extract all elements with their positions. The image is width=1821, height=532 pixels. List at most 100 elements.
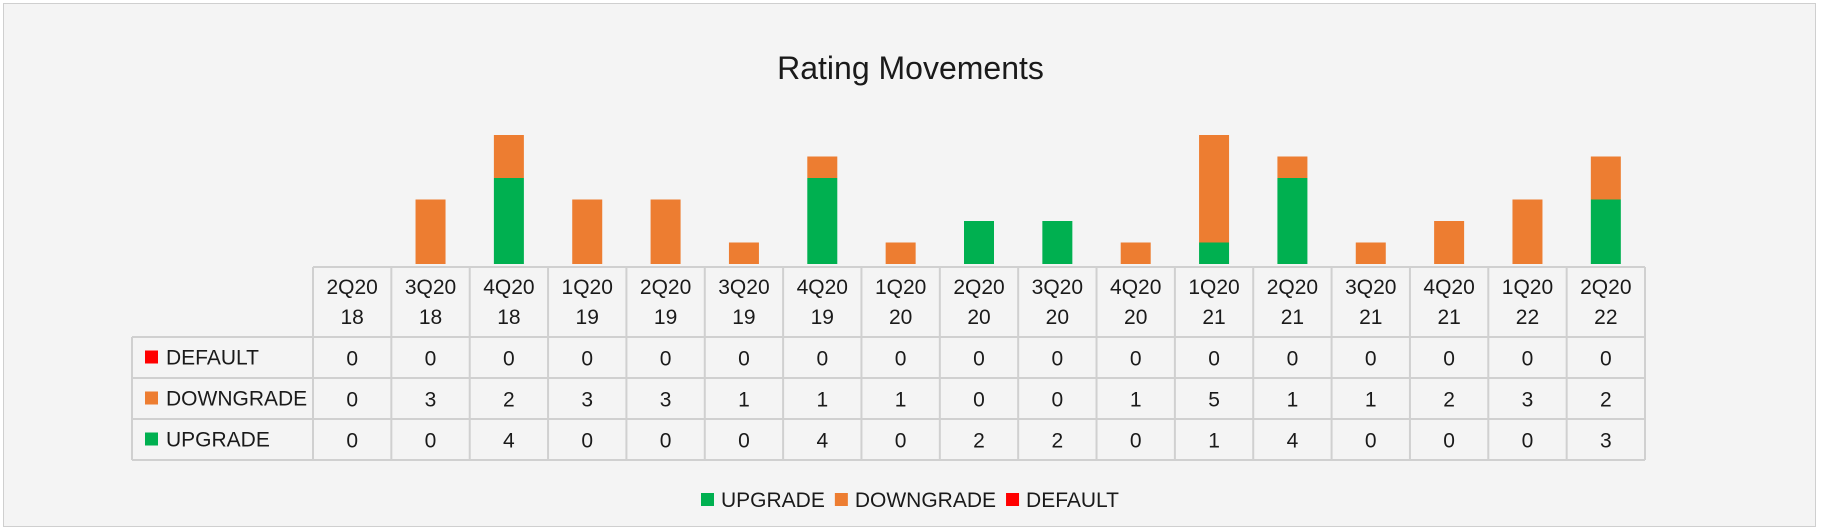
data-label-downgrade-15: 3: [1522, 389, 1534, 412]
bar-downgrade-15: [1512, 199, 1543, 264]
data-label-upgrade-11: 1: [1208, 430, 1220, 453]
data-label-downgrade-0: 0: [346, 389, 358, 412]
bar-downgrade-1: [415, 199, 446, 264]
legend-swatch-upgrade: [701, 493, 714, 506]
bar-upgrade-9: [1042, 221, 1073, 264]
data-label-downgrade-13: 1: [1365, 389, 1377, 412]
category-label-line1: 4Q20: [1110, 276, 1161, 299]
category-label-line2: 19: [732, 306, 755, 329]
data-label-upgrade-14: 0: [1443, 430, 1455, 453]
category-label-line1: 3Q20: [1032, 276, 1083, 299]
data-label-downgrade-5: 1: [738, 389, 750, 412]
data-label-upgrade-0: 0: [346, 430, 358, 453]
data-label-default-1: 0: [425, 348, 437, 371]
data-label-upgrade-3: 0: [581, 430, 593, 453]
category-label-line1: 1Q20: [562, 276, 613, 299]
data-label-downgrade-1: 3: [425, 389, 437, 412]
data-label-downgrade-2: 2: [503, 389, 515, 412]
data-label-default-13: 0: [1365, 348, 1377, 371]
data-label-downgrade-6: 1: [816, 389, 828, 412]
bar-downgrade-6: [807, 156, 838, 178]
category-label-line2: 20: [967, 306, 990, 329]
category-label-line2: 19: [654, 306, 677, 329]
data-label-default-5: 0: [738, 348, 750, 371]
category-label-line1: 2Q20: [953, 276, 1004, 299]
category-label-line1: 2Q20: [1580, 276, 1631, 299]
data-label-default-2: 0: [503, 348, 515, 371]
data-label-downgrade-10: 1: [1130, 389, 1142, 412]
legend-swatch-default: [1006, 493, 1020, 506]
category-label-line2: 20: [1046, 306, 1069, 329]
chart-title: Rating Movements: [777, 50, 1044, 86]
category-label-line2: 19: [576, 306, 599, 329]
category-label-line1: 2Q20: [326, 276, 377, 299]
data-label-default-9: 0: [1052, 348, 1064, 371]
category-label-line2: 22: [1516, 306, 1539, 329]
data-label-upgrade-1: 0: [425, 430, 437, 453]
data-label-upgrade-2: 4: [503, 430, 515, 453]
bar-downgrade-10: [1120, 242, 1151, 264]
legend-label-upgrade: UPGRADE: [721, 489, 825, 512]
category-label-line1: 4Q20: [797, 276, 848, 299]
legend-label-downgrade: DOWNGRADE: [855, 489, 996, 512]
data-label-downgrade-16: 2: [1600, 389, 1612, 412]
data-label-upgrade-12: 4: [1287, 430, 1299, 453]
category-label-line2: 20: [1124, 306, 1147, 329]
data-label-default-10: 0: [1130, 348, 1142, 371]
data-label-upgrade-6: 4: [816, 430, 828, 453]
bar-downgrade-11: [1199, 135, 1230, 243]
category-label-line1: 4Q20: [1423, 276, 1474, 299]
bar-downgrade-2: [493, 135, 524, 178]
bar-downgrade-3: [572, 199, 603, 264]
data-label-upgrade-13: 0: [1365, 430, 1377, 453]
bar-upgrade-2: [493, 178, 524, 264]
data-label-downgrade-11: 5: [1208, 389, 1220, 412]
category-label-line2: 22: [1594, 306, 1617, 329]
category-label-line2: 18: [419, 306, 442, 329]
data-label-upgrade-4: 0: [660, 430, 672, 453]
category-label-line1: 3Q20: [718, 276, 769, 299]
category-label-line2: 18: [340, 306, 363, 329]
data-label-default-14: 0: [1443, 348, 1455, 371]
table-row-label-upgrade: UPGRADE: [166, 429, 270, 452]
category-label-line1: 1Q20: [1502, 276, 1553, 299]
category-label-line1: 3Q20: [1345, 276, 1396, 299]
category-label-line2: 20: [889, 306, 912, 329]
data-label-default-8: 0: [973, 348, 985, 371]
data-label-default-6: 0: [816, 348, 828, 371]
legend-label-default: DEFAULT: [1026, 489, 1119, 512]
data-label-upgrade-7: 0: [895, 430, 907, 453]
data-label-default-3: 0: [581, 348, 593, 371]
bar-downgrade-7: [885, 242, 916, 264]
data-label-downgrade-8: 0: [973, 389, 985, 412]
category-label-line2: 21: [1281, 306, 1304, 329]
data-label-upgrade-5: 0: [738, 430, 750, 453]
bar-upgrade-16: [1590, 199, 1621, 264]
bar-downgrade-12: [1277, 156, 1308, 178]
data-label-upgrade-16: 3: [1600, 430, 1612, 453]
bar-upgrade-12: [1277, 178, 1308, 264]
category-label-line1: 2Q20: [1267, 276, 1318, 299]
bar-upgrade-11: [1199, 242, 1230, 264]
category-label-line2: 21: [1202, 306, 1225, 329]
data-label-downgrade-7: 1: [895, 389, 907, 412]
chart-area: Rating Movements 2Q20 18 3Q20 18 4Q20 18 1Q20 1…: [3, 3, 1816, 527]
data-label-upgrade-9: 2: [1052, 430, 1064, 453]
category-label-line2: 19: [811, 306, 834, 329]
data-label-downgrade-9: 0: [1052, 389, 1064, 412]
table-row-label-default: DEFAULT: [166, 347, 259, 370]
category-label-line1: 4Q20: [483, 276, 534, 299]
legend-key-downgrade: [145, 391, 158, 405]
bar-downgrade-4: [650, 199, 681, 264]
data-label-default-7: 0: [895, 348, 907, 371]
category-label-line2: 21: [1359, 306, 1382, 329]
data-label-default-4: 0: [660, 348, 672, 371]
category-label-line1: 2Q20: [640, 276, 691, 299]
data-label-upgrade-8: 2: [973, 430, 985, 453]
category-label-line2: 21: [1437, 306, 1460, 329]
category-label-line1: 3Q20: [405, 276, 456, 299]
chart-svg: 2Q20 18 3Q20 18 4Q20 18 1Q20 19 2Q20 19 3Q20 19 4Q20…: [131, 135, 1646, 512]
bar-upgrade-6: [807, 178, 838, 264]
data-label-default-16: 0: [1600, 348, 1612, 371]
data-label-upgrade-15: 0: [1522, 430, 1534, 453]
